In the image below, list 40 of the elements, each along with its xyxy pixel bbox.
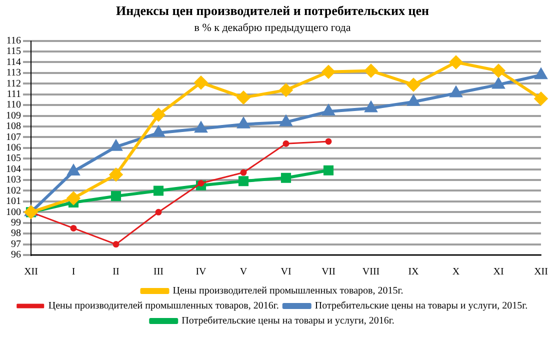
x-tick-label: II (112, 266, 120, 278)
x-tick-label: V (240, 266, 248, 278)
x-tick-label: VIII (362, 266, 380, 278)
y-tick-label: 114 (6, 56, 21, 68)
x-tick-label: I (72, 266, 76, 278)
x-tick-label: IV (196, 266, 208, 278)
y-tick-label: 101 (6, 196, 21, 208)
y-tick-label: 102 (6, 185, 21, 196)
y-tick-label: 98 (11, 228, 21, 240)
y-tick-label: 109 (6, 110, 21, 122)
y-tick-label: 103 (6, 174, 21, 186)
y-tick-label: 106 (6, 142, 21, 154)
legend-label: Цены производителей промышленных товаров, 2015г. (172, 286, 404, 297)
legend-label: Потребительские цены на товары и услуги, 2015г. (314, 300, 528, 312)
legend-label: Цены производителей промышленных товаров, 2016г. (48, 300, 279, 312)
y-tick-label: 116 (6, 35, 21, 46)
y-tick-label: 108 (6, 121, 21, 132)
x-tick-label: XII (534, 266, 548, 278)
y-tick-label: 110 (6, 100, 21, 111)
x-tick-label: X (452, 266, 460, 278)
x-tick-label: XII (24, 266, 38, 278)
legend-label: Потребительские цены на товары и услуги, 2016г. (182, 316, 394, 327)
y-tick-label: 104 (6, 164, 21, 175)
y-tick-label: 115 (6, 46, 21, 58)
y-tick-label: 99 (11, 217, 21, 228)
y-tick-label: 97 (11, 238, 21, 250)
chart-title: Индексы цен производителей и потребительских цен (116, 3, 430, 18)
chart-subtitle: в % к декабрю предыдущего года (194, 22, 351, 34)
y-tick-label: 105 (6, 153, 21, 164)
x-tick-label: VII (322, 266, 336, 278)
x-tick-label: IX (408, 266, 420, 278)
y-tick-label: 100 (6, 206, 21, 218)
y-tick-label: 113 (6, 68, 21, 79)
y-tick-label: 107 (6, 132, 21, 143)
x-tick-label: III (154, 266, 164, 278)
y-tick-label: 96 (11, 250, 21, 261)
y-tick-label: 111 (6, 88, 21, 100)
y-tick-label: 112 (6, 78, 21, 90)
x-tick-label: VI (280, 266, 292, 278)
x-tick-label: XI (493, 266, 504, 278)
